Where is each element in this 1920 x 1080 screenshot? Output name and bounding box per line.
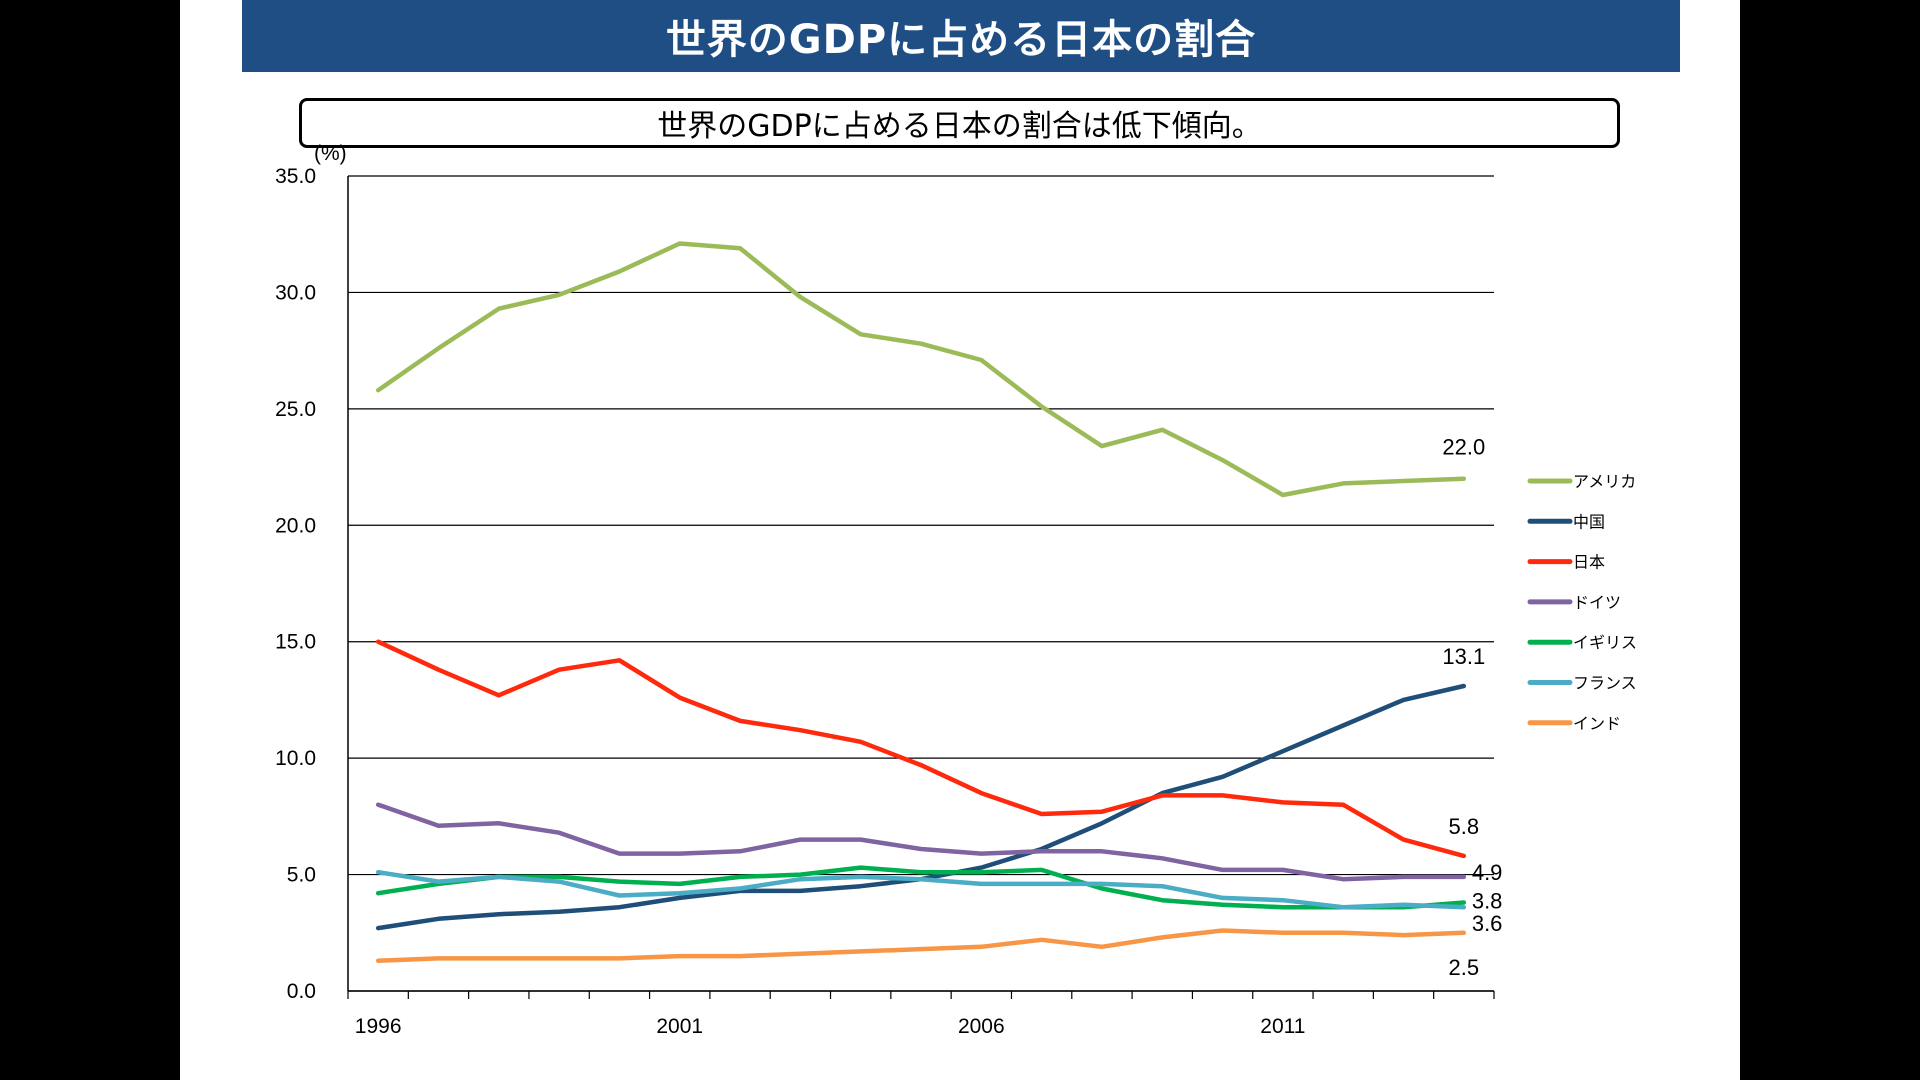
series-line — [375, 639, 1467, 859]
y-tick-label: 35.0 — [275, 165, 316, 188]
end-value-label: 22.0 — [1442, 435, 1485, 460]
x-tick-label: 2006 — [958, 1015, 1005, 1038]
slide: 世界のGDPに占める日本の割合 世界のGDPに占める日本の割合は低下傾向。 — [180, 0, 1740, 1080]
series-line — [375, 865, 1467, 910]
legend-label: ドイツ — [1573, 593, 1621, 612]
legend-label: 中国 — [1573, 512, 1605, 531]
series-lines — [375, 241, 1467, 963]
legend-label: 日本 — [1573, 553, 1605, 572]
subtitle-text: 世界のGDPに占める日本の割合は低下傾向。 — [657, 109, 1262, 144]
y-axis-label: (%) — [314, 142, 347, 165]
title-banner: 世界のGDPに占める日本の割合 — [242, 0, 1680, 72]
axes: 0.0 5.0 10.0 15.0 20.0 25.0 30.0 35.0(%) 1996 200… — [275, 142, 1495, 1038]
data-labels: 22.0 13.1 5.8 4.9 3.83.6 2.5 — [1442, 435, 1502, 980]
legend-label: インド — [1573, 714, 1621, 733]
y-tick-label: 20.0 — [275, 514, 316, 537]
end-value-label: 2.5 — [1449, 955, 1480, 980]
series-line — [375, 869, 1467, 910]
legend-label: イギリス — [1573, 633, 1637, 652]
grid-lines — [348, 175, 1494, 992]
x-tick-label: 2001 — [656, 1015, 703, 1038]
end-value-label: 3.6 — [1472, 911, 1503, 936]
y-tick-label: 25.0 — [275, 398, 316, 421]
series-line — [375, 928, 1467, 963]
y-tick-label: 15.0 — [275, 631, 316, 654]
end-value-label: 5.8 — [1449, 814, 1480, 839]
x-tick-label: 2011 — [1260, 1015, 1305, 1038]
end-value-label: 3.8 — [1472, 889, 1503, 914]
series-line — [375, 683, 1467, 931]
legend-label: フランス — [1573, 674, 1637, 693]
y-tick-label: 10.0 — [275, 747, 316, 770]
series-line — [375, 802, 1467, 882]
y-tick-label: 5.0 — [287, 864, 316, 887]
y-tick-label: 30.0 — [275, 281, 316, 304]
y-tick-label: 0.0 — [287, 980, 316, 1003]
subtitle-box: 世界のGDPに占める日本の割合は低下傾向。 — [299, 98, 1620, 148]
series-line — [375, 241, 1467, 498]
slide-title: 世界のGDPに占める日本の割合 — [665, 17, 1257, 63]
end-value-label: 13.1 — [1442, 644, 1485, 669]
end-value-label: 4.9 — [1472, 860, 1503, 885]
legend-label: アメリカ — [1573, 472, 1636, 491]
x-tick-label: 1996 — [355, 1015, 402, 1038]
